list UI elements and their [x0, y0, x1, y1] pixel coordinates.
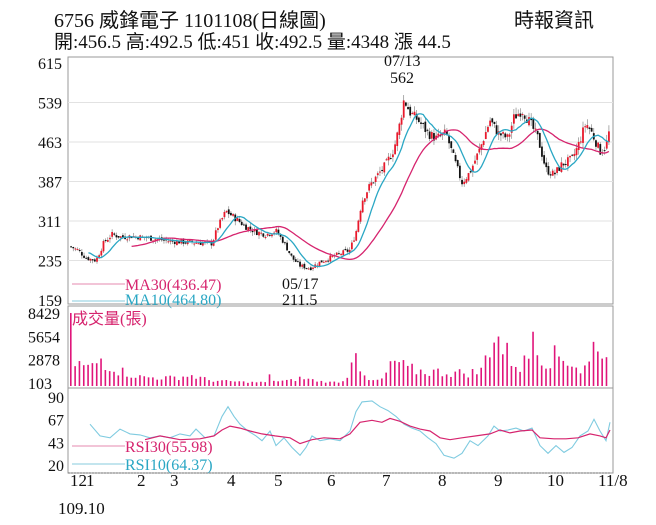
- rsi-tick-label: 67: [48, 412, 64, 429]
- low-date-annotation: 05/17: [282, 276, 318, 293]
- rsi-panel: 90 67 43 20 RSI30(55.98) RSI10(64.37): [48, 387, 614, 475]
- x-tick-label: 5: [274, 471, 283, 490]
- x-tick-label: 7: [382, 471, 391, 490]
- volume-bars: [70, 313, 608, 386]
- x-tick-label: 10: [547, 471, 564, 490]
- x-tick-label: 8: [438, 471, 447, 490]
- rsi10-legend: RSI10(64.37): [125, 457, 213, 474]
- x-tick-label: 4: [227, 471, 236, 490]
- ma30-line: [131, 128, 610, 261]
- x-tick-label: 6: [327, 471, 336, 490]
- volume-title: 成交量(張): [72, 310, 147, 328]
- price-tick-label: 463: [38, 135, 62, 152]
- price-tick-label: 311: [38, 214, 61, 231]
- low-value-annotation: 211.5: [282, 292, 317, 309]
- volume-tick-label: 2878: [28, 353, 60, 370]
- ma10-line: [88, 113, 610, 268]
- price-tick-label: 539: [38, 96, 62, 113]
- price-tick-label: 615: [38, 56, 62, 73]
- price-tick-label: 235: [38, 254, 62, 271]
- x-tick-label: 12: [70, 471, 87, 490]
- high-date-annotation: 07/13: [384, 53, 420, 70]
- x-tick-label: 1: [86, 471, 95, 490]
- rsi-tick-label: 43: [48, 436, 64, 453]
- rsi30-line: [144, 417, 611, 445]
- price-tick-label: 387: [38, 175, 62, 192]
- x-tick-label: 9: [494, 471, 503, 490]
- high-value-annotation: 562: [390, 70, 414, 87]
- volume-tick-label: 5654: [28, 329, 60, 346]
- rsi30-legend: RSI30(55.98): [125, 439, 213, 456]
- x-tick-label: 2: [137, 471, 146, 490]
- quote-summary: 開:456.5 高:492.5 低:451 收:492.5 量:4348 漲 4…: [54, 32, 451, 53]
- volume-tick-label: 8429: [28, 306, 60, 323]
- volume-panel: 8429 5654 2878 103 成交量(張): [28, 305, 614, 393]
- price-panel: 615 539 463 387 311 235 159 MA30(436.47) MA10(…: [38, 53, 614, 310]
- volume-tick-label: 103: [28, 376, 52, 393]
- ma30-legend: MA30(436.47): [125, 277, 221, 294]
- x-axis-labels: 12 1 2 3 4 5 6 7 8 9 10 11/8: [70, 471, 628, 490]
- ma10-legend: MA10(464.80): [125, 292, 221, 309]
- rsi-tick-label: 20: [48, 458, 64, 475]
- x-tick-label: 3: [170, 471, 179, 490]
- x-tick-label: 11/8: [598, 471, 628, 490]
- chart-title: 6756 威鋒電子 1101108(日線圖): [54, 10, 326, 32]
- rsi-tick-label: 90: [48, 390, 64, 407]
- price-tick-label: 159: [38, 293, 62, 310]
- candlesticks: [70, 95, 610, 272]
- source-label: 時報資訊: [514, 10, 594, 32]
- x-year-label: 109.10: [58, 499, 105, 518]
